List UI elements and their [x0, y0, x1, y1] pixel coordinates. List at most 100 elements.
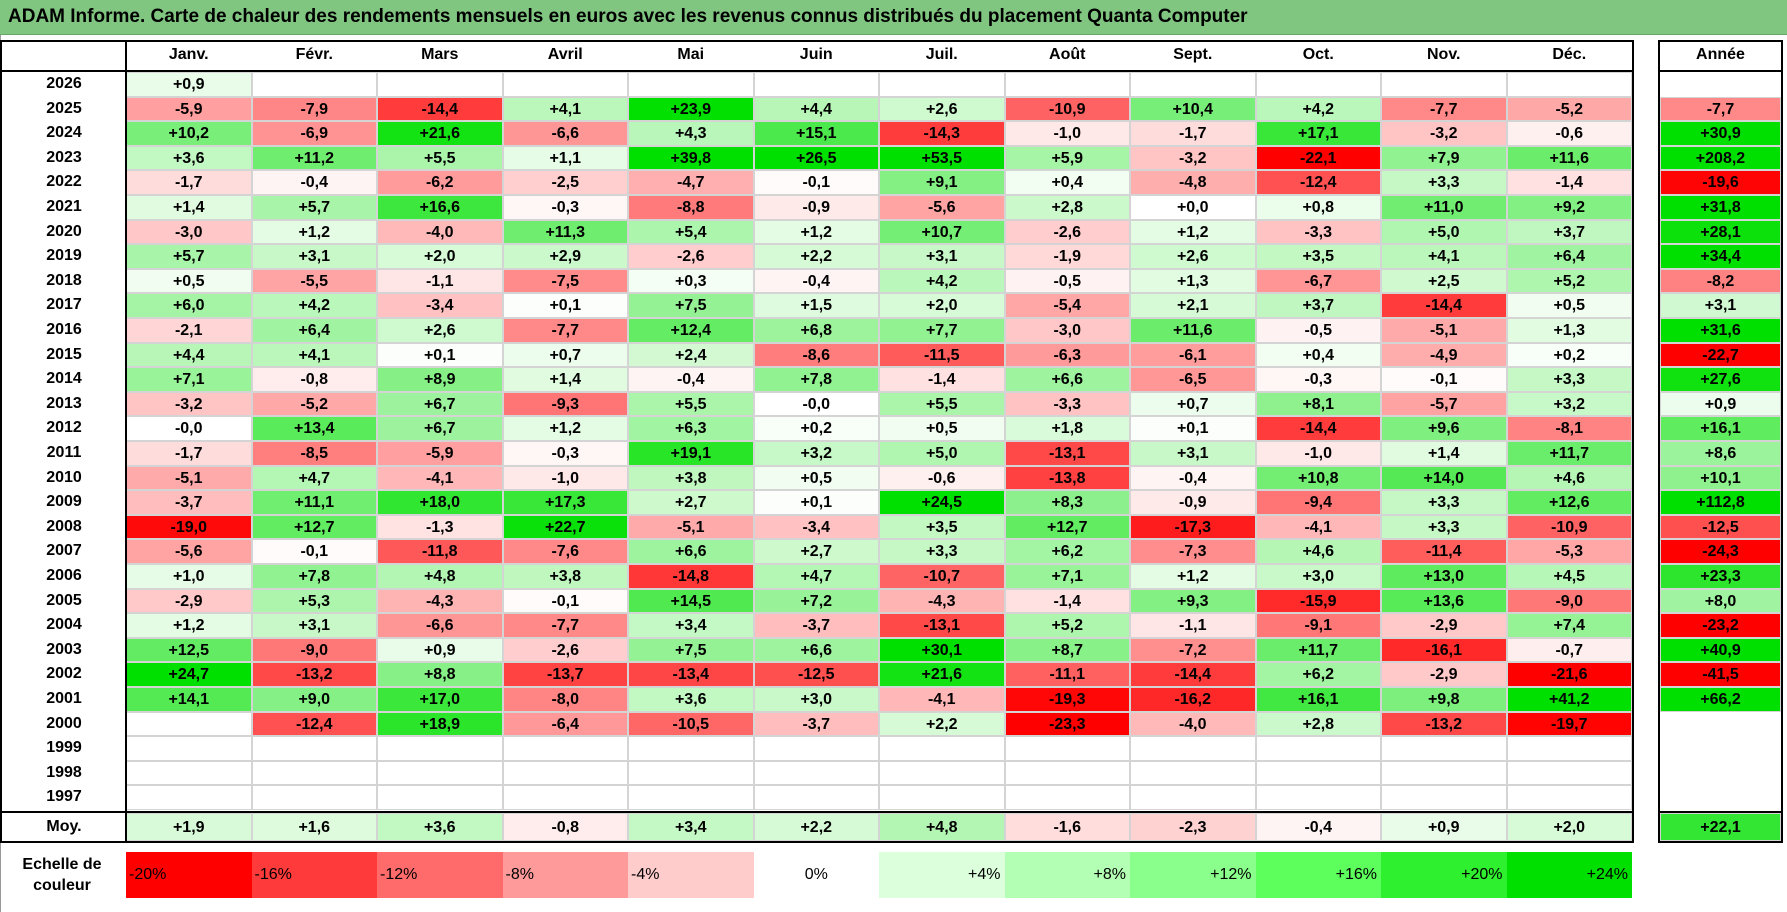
- heatmap-cell: +6,4: [1506, 244, 1632, 269]
- heatmap-cell: -9,3: [502, 391, 628, 417]
- heatmap-cell: +3,8: [502, 564, 628, 589]
- color-scale-label-line1: Echelle de: [22, 856, 102, 873]
- heatmap-cell: +5,5: [879, 391, 1005, 417]
- heatmap-cell: +30,1: [879, 637, 1005, 663]
- heatmap-cell: -8,8: [628, 195, 754, 220]
- year-label: 2005: [46, 591, 82, 609]
- heatmap-cell: +1,3: [1506, 318, 1632, 343]
- heatmap-cell: -5,2: [1506, 96, 1632, 122]
- heatmap-cell: [251, 736, 377, 761]
- heatmap-cell: +2,6: [377, 318, 503, 343]
- heatmap-cell: +11,6: [1130, 318, 1256, 343]
- heatmap-cell: -8,6: [753, 342, 879, 368]
- heatmap-cell: +4,2: [251, 293, 377, 318]
- heatmap-cell: +3,3: [1381, 170, 1507, 195]
- year-label: 1997: [46, 788, 82, 806]
- heatmap-cell: -14,4: [377, 96, 503, 122]
- heatmap-cell: -2,9: [1381, 662, 1507, 687]
- heatmap-cell: -3,4: [377, 293, 503, 318]
- heatmap-cell: +3,3: [879, 539, 1005, 564]
- heatmap-cell: -3,3: [1004, 391, 1130, 417]
- heatmap-cell: -6,3: [1004, 342, 1130, 368]
- heatmap-cell: -14,8: [628, 564, 754, 589]
- heatmap-cell: +7,5: [628, 637, 754, 663]
- average-cell: +3,6: [377, 813, 503, 841]
- heatmap-cell: [628, 72, 754, 97]
- year-label: 2010: [46, 468, 82, 486]
- heatmap-cell: [1130, 736, 1256, 761]
- heatmap-cell: +4,1: [1381, 244, 1507, 269]
- heatmap-cell: [377, 736, 503, 761]
- heatmap-cell: +18,9: [377, 711, 503, 737]
- month-header: Mai: [677, 46, 705, 63]
- color-scale-swatch: +16%: [1255, 852, 1381, 898]
- annual-cell: +66,2: [1660, 687, 1781, 712]
- heatmap-cell: +6,6: [753, 637, 879, 663]
- heatmap-cell: -15,9: [1255, 588, 1381, 614]
- heatmap-cell: +11,2: [251, 145, 377, 171]
- heatmap-cell: +12,5: [126, 637, 252, 663]
- year-label: 2003: [46, 640, 82, 658]
- heatmap-cell: [753, 72, 879, 97]
- heatmap-cell: +6,3: [628, 416, 754, 441]
- heatmap-cell: -4,7: [628, 170, 754, 195]
- heatmap-cell: -0,1: [1381, 367, 1507, 392]
- heatmap-cell: +39,8: [628, 145, 754, 171]
- heatmap-cell: +16,1: [1255, 687, 1381, 712]
- heatmap-cell: +4,7: [753, 564, 879, 589]
- year-label: 1998: [46, 763, 82, 781]
- heatmap-cell: [377, 785, 503, 810]
- heatmap-cell: +0,1: [502, 293, 628, 318]
- heatmap-cell: -3,2: [1381, 121, 1507, 146]
- annual-cell: [1660, 711, 1781, 737]
- heatmap-cell: -13,2: [1381, 711, 1507, 737]
- heatmap-cell: -6,9: [251, 121, 377, 146]
- heatmap-cell: -11,8: [377, 539, 503, 564]
- year-label: 2014: [46, 370, 82, 388]
- heatmap-cell: -7,9: [251, 96, 377, 122]
- heatmap-cell: -16,1: [1381, 637, 1507, 663]
- heatmap-cell: -21,6: [1506, 662, 1632, 687]
- heatmap-cell: +4,5: [1506, 564, 1632, 589]
- annual-header: Année: [1696, 46, 1745, 63]
- heatmap-cell: -1,4: [879, 367, 1005, 392]
- heatmap-cell: +6,2: [1004, 539, 1130, 564]
- average-cell: +1,6: [251, 813, 377, 841]
- heatmap-cell: +4,3: [628, 121, 754, 146]
- heatmap-cell: +3,1: [251, 244, 377, 269]
- heatmap-cell: -11,4: [1381, 539, 1507, 564]
- heatmap-cell: -0,7: [1506, 637, 1632, 663]
- year-label: 1999: [46, 739, 82, 757]
- heatmap-cell: -14,4: [1381, 293, 1507, 318]
- heatmap-cell: -2,6: [502, 637, 628, 663]
- heatmap-cell: +3,2: [1506, 391, 1632, 417]
- heatmap-cell: +2,5: [1381, 268, 1507, 294]
- heatmap-cell: +7,1: [126, 367, 252, 392]
- heatmap-cell: -16,2: [1130, 687, 1256, 712]
- heatmap-cell: -5,1: [1381, 318, 1507, 343]
- heatmap-cell: -6,6: [502, 121, 628, 146]
- heatmap-cell: [377, 72, 503, 97]
- average-annual-cell: +22,1: [1660, 813, 1781, 841]
- heatmap-cell: -7,6: [502, 539, 628, 564]
- heatmap-cell: +2,4: [628, 342, 754, 368]
- heatmap-cell: -0,3: [502, 441, 628, 466]
- year-label: 2011: [46, 444, 82, 461]
- heatmap-cell: +0,7: [502, 342, 628, 368]
- heatmap-cell: [1130, 72, 1256, 97]
- annual-cell: +31,6: [1660, 318, 1781, 343]
- heatmap-cell: -14,3: [879, 121, 1005, 146]
- heatmap-cell: -6,4: [502, 711, 628, 737]
- heatmap-cell: +13,6: [1381, 588, 1507, 614]
- heatmap-cell: -0,8: [251, 367, 377, 392]
- heatmap-cell: -0,0: [126, 416, 252, 441]
- month-header: Oct.: [1302, 46, 1334, 63]
- heatmap-cell: -6,6: [377, 613, 503, 638]
- heatmap-cell: -8,0: [502, 687, 628, 712]
- annual-cell: +31,8: [1660, 195, 1781, 220]
- heatmap-cell: +0,2: [1506, 342, 1632, 368]
- heatmap-cell: -0,1: [502, 588, 628, 614]
- month-header: Juil.: [925, 46, 958, 63]
- heatmap-cell: -5,2: [251, 391, 377, 417]
- heatmap-cell: -3,2: [1130, 145, 1256, 171]
